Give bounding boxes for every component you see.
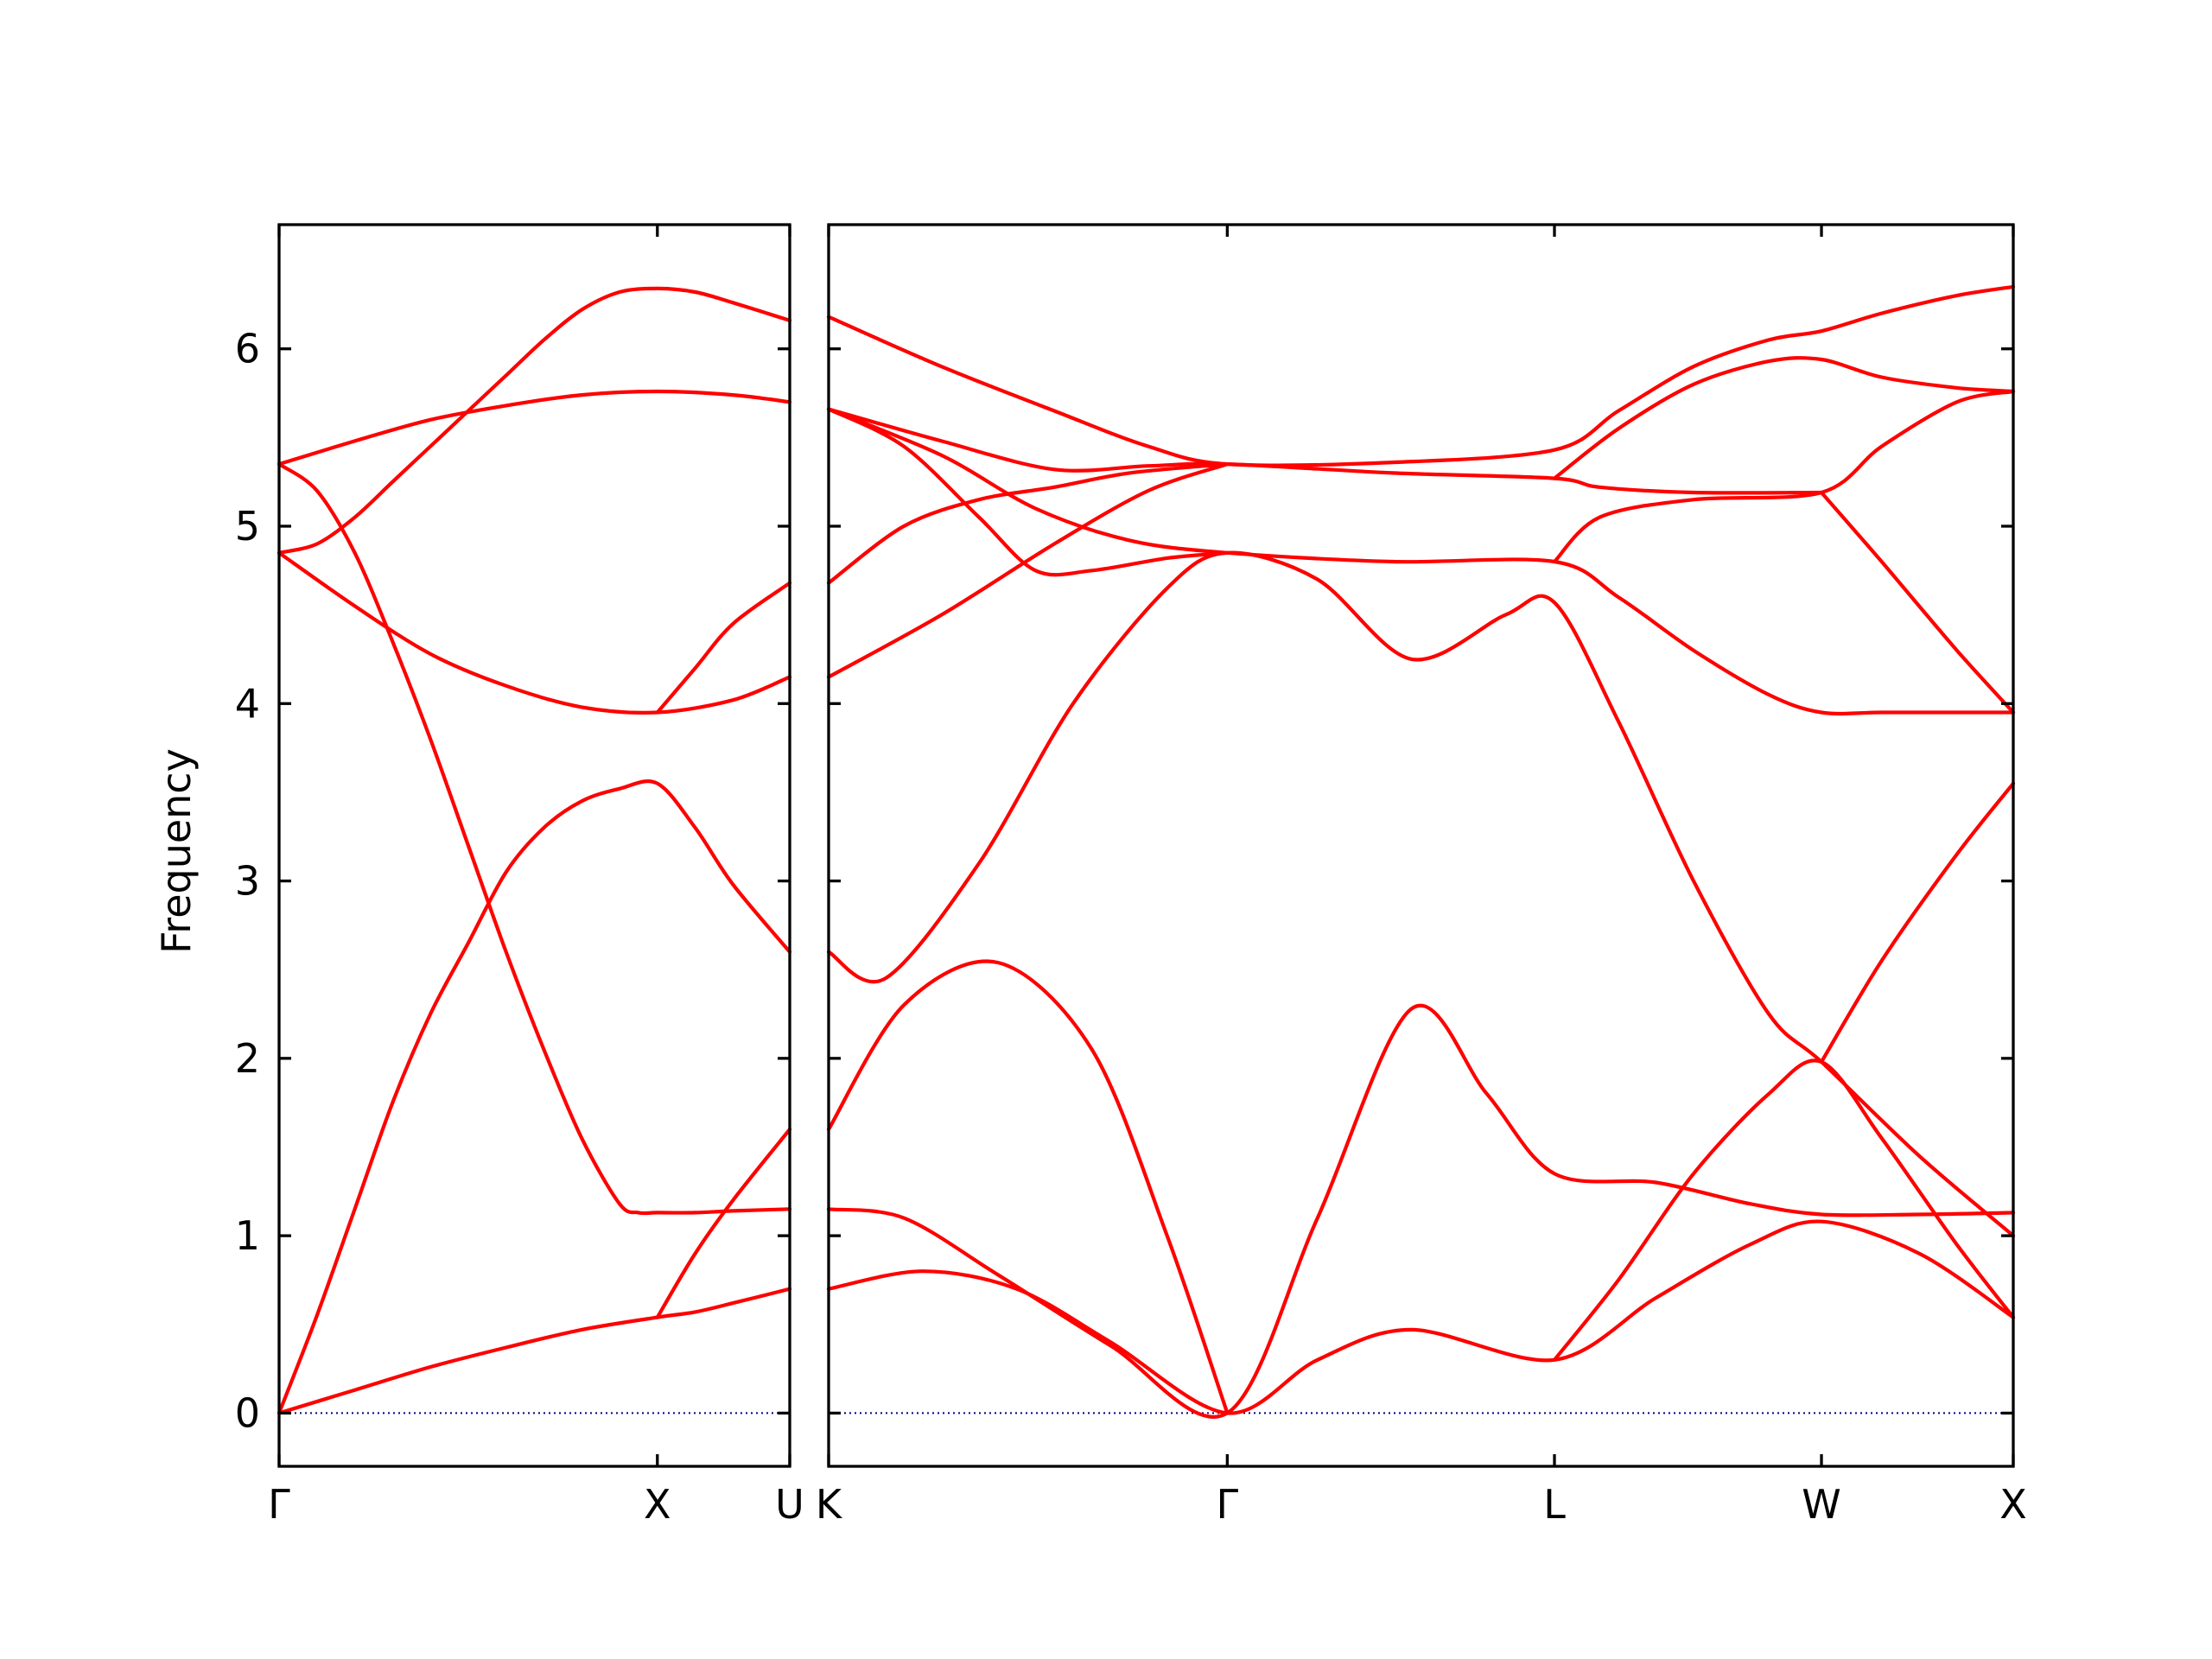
band-line-8 xyxy=(826,462,1230,585)
y-tick-label: 6 xyxy=(235,326,260,372)
band-line-8 xyxy=(276,286,792,555)
y-tick-label: 5 xyxy=(235,503,260,550)
band-line-10 xyxy=(826,407,2016,716)
band-line-9 xyxy=(826,407,1230,577)
band-line-7 xyxy=(826,462,1230,679)
band-line-15 xyxy=(1552,356,2016,480)
x-tick-label: X xyxy=(1999,1481,2027,1528)
chart-panels: 0 1 2 3 4 5 6 Γ X U K Γ L W X xyxy=(235,223,2027,1528)
panel-frame xyxy=(277,223,791,1468)
band-line-13 xyxy=(1819,490,2016,715)
band-line-7 xyxy=(276,389,792,467)
y-axis-label: Frequency xyxy=(153,748,200,954)
band-line-2 xyxy=(276,779,792,1415)
band-line-1 xyxy=(276,1287,792,1415)
band-line-3 xyxy=(826,959,1230,1415)
band-line-2 xyxy=(826,1003,2016,1419)
band-line-4 xyxy=(1552,1058,2016,1362)
x-tick-label: X xyxy=(644,1481,671,1528)
x-tick-label: Γ xyxy=(1217,1481,1239,1528)
y-tick-label: 3 xyxy=(235,858,260,905)
y-tick-label: 4 xyxy=(235,680,260,727)
y-tick-label: 0 xyxy=(235,1389,260,1436)
x-tick-label: U xyxy=(775,1481,804,1528)
y-tick-label: 2 xyxy=(235,1035,260,1082)
band-line-1 xyxy=(826,1219,2016,1415)
band-line-5 xyxy=(276,550,792,715)
band-line-3 xyxy=(276,462,792,1216)
band-line-4 xyxy=(655,1127,792,1319)
panel-1: 0 1 2 3 4 5 6 Γ X U xyxy=(235,223,804,1528)
panel-frame xyxy=(827,223,2015,1468)
band-line-12 xyxy=(1552,389,2016,564)
band-line-6 xyxy=(826,550,2016,1238)
x-tick-label: K xyxy=(816,1481,843,1528)
band-line-11 xyxy=(826,407,1824,495)
x-tick-label: W xyxy=(1802,1481,1840,1528)
y-tick-label: 1 xyxy=(235,1212,260,1259)
band-line-5 xyxy=(1819,781,2016,1064)
x-tick-label: Γ xyxy=(268,1481,290,1528)
band-line-14 xyxy=(826,284,2016,467)
band-line-6 xyxy=(655,581,792,715)
x-tick-label: L xyxy=(1543,1481,1566,1528)
